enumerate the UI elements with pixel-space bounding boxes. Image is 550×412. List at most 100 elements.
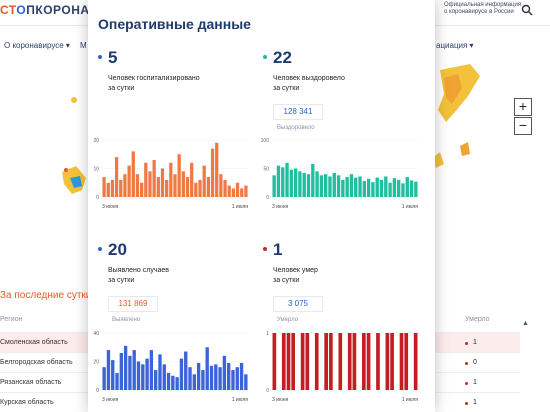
chart-bar [405, 177, 409, 197]
info-line: Официальная информация [444, 2, 522, 8]
y-tick-label: 50 [263, 167, 269, 173]
chart-bar [165, 179, 169, 197]
chart-bar [177, 154, 181, 197]
zoom-out-button[interactable]: − [514, 117, 532, 135]
stat-sublabel: Выздоровело [277, 125, 315, 131]
chart-bar [102, 367, 106, 390]
chart-bar [144, 162, 148, 197]
chart-bar [281, 167, 285, 197]
chart-bar [314, 333, 319, 390]
chart-bar [379, 179, 384, 197]
stat-dot [98, 55, 102, 59]
chart-bar [235, 182, 240, 197]
info-line: о коронавирусе в России [444, 9, 514, 15]
chart-bar [315, 171, 319, 197]
chart-bar [358, 176, 362, 197]
chart-bar [349, 174, 354, 197]
chart-bar [145, 358, 149, 390]
russia-map[interactable] [0, 60, 550, 270]
chart-bar [347, 333, 352, 390]
chart-svg: 0 20 40 3 июня 1 июля [93, 331, 248, 403]
chart-detected: 0 20 40 3 июня 1 июля [88, 328, 258, 408]
region-name: Рязанская область [0, 379, 62, 386]
region-name: Курская область [0, 399, 54, 406]
chart-bar [272, 333, 277, 390]
chart-bar [219, 174, 223, 197]
nav-item-vaccination[interactable]: ациация ▾ [436, 41, 474, 50]
chart-bar [414, 181, 418, 197]
column-header-region[interactable]: Регион [0, 316, 23, 323]
chart-bar [135, 174, 140, 197]
map-region-shape [70, 176, 82, 188]
stat-total: 3 075 [273, 296, 323, 312]
stat-label-line: Человек выздоровело [273, 75, 345, 82]
chart-bar [162, 364, 166, 390]
chart-bar [181, 171, 185, 197]
chart-bar [324, 333, 328, 390]
chart-bar [131, 151, 135, 197]
stat-label-line: Человек умер [273, 267, 318, 274]
chart-bar [235, 367, 239, 390]
chart-bar [202, 165, 206, 197]
chart-bar [409, 180, 414, 197]
chart-bar [171, 375, 175, 390]
stat-dot [263, 247, 267, 251]
chart-bar [115, 372, 119, 390]
chart-bar [169, 162, 173, 197]
chart-bar [354, 177, 358, 197]
chart-bar [111, 360, 115, 390]
chart-svg: 0 10 20 3 июня 1 июля [93, 138, 248, 210]
x-tick-label: 3 июня [272, 397, 288, 403]
chart-bar [329, 333, 333, 390]
chart-bar [218, 367, 222, 390]
map-region-shape [460, 142, 470, 156]
chart-bar [223, 179, 227, 197]
stat-label: Человек госпитализировано за сутки [108, 74, 238, 94]
chart-hospitalized: 0 10 20 3 июня 1 июля [88, 135, 258, 215]
map-region-shape [438, 64, 480, 122]
chart-bar [300, 333, 305, 390]
y-tick-label: 20 [93, 360, 99, 366]
stat-label-line: за сутки [108, 277, 135, 284]
chart-bar [366, 178, 371, 197]
chart-bar [106, 182, 110, 197]
logo-text-part2: ПКОРОНАВ [26, 3, 99, 17]
nav-item-partial[interactable]: М [80, 41, 87, 50]
chart-bar [198, 179, 202, 197]
status-dot [465, 382, 468, 385]
chart-bar [231, 188, 236, 197]
card-title: Оперативные данные [98, 16, 251, 32]
zoom-in-button[interactable]: + [514, 98, 532, 116]
scroll-up-arrow-icon[interactable]: ▲ [522, 320, 529, 327]
chart-bar [302, 173, 306, 197]
y-tick-label: 10 [93, 167, 99, 173]
chart-bar [311, 163, 315, 197]
chart-bar [123, 174, 127, 197]
chart-bar [160, 168, 165, 197]
chart-bar [123, 345, 128, 390]
y-tick-label: 0 [96, 195, 99, 201]
chart-bar [345, 177, 349, 197]
status-dot [465, 402, 468, 405]
chart-bar [291, 333, 296, 390]
chart-bar [201, 370, 205, 390]
chart-bar [244, 185, 248, 197]
chart-bar [190, 162, 194, 197]
region-name: Смоленская область [0, 339, 68, 346]
nav-item-about[interactable]: О коронавирусе ▾ [4, 41, 70, 50]
search-icon[interactable] [521, 3, 533, 19]
dead-count: 1 [473, 339, 477, 346]
column-header-dead[interactable]: Умерло [465, 316, 490, 323]
chart-bar [114, 157, 119, 197]
stat-sublabel: Умерло [277, 317, 299, 323]
stat-label-line: Человек госпитализировано [108, 75, 200, 82]
chart-svg: 0 1 3 июня 1 июля [266, 331, 418, 403]
chart-bar [324, 174, 328, 197]
stat-total: 131 869 [108, 296, 158, 312]
stat-value: 5 [108, 48, 118, 67]
chart-bar [336, 175, 341, 197]
operational-data-card: Оперативные данные 5 Человек госпитализи… [88, 0, 435, 412]
chart-bar [140, 182, 144, 197]
chart-bar [185, 177, 190, 197]
site-logo[interactable]: СТОПКОРОНАВ [0, 3, 99, 17]
